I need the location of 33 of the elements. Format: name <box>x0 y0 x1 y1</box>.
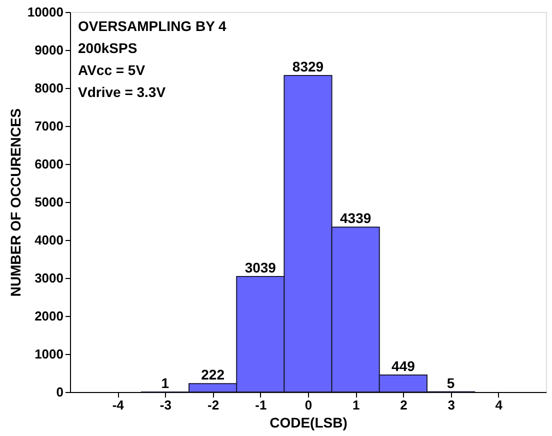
y-tick-label: 9000 <box>34 42 64 58</box>
y-tick-label: 4000 <box>34 232 64 248</box>
data-label: 4339 <box>340 210 372 226</box>
data-label: 449 <box>392 358 416 374</box>
y-tick-label: 3000 <box>34 270 64 286</box>
x-tick-label: -2 <box>208 398 220 412</box>
y-tick-label: 7000 <box>34 118 64 134</box>
annotation: 200kSPS <box>78 40 138 56</box>
x-tick-label: 0 <box>304 398 312 412</box>
x-tick-label: -1 <box>255 398 267 412</box>
data-label: 1 <box>161 374 170 391</box>
y-tick-label: 1000 <box>34 346 64 362</box>
y-tick-label: 0 <box>56 384 64 400</box>
x-tick-label: 2 <box>400 398 408 412</box>
y-tick-label: 6000 <box>34 156 64 172</box>
x-tick-label: -4 <box>112 398 125 412</box>
annotation: OVERSAMPLING BY 4 <box>78 18 227 34</box>
x-tick-label: 1 <box>352 398 360 412</box>
y-tick-label: 10000 <box>27 4 64 20</box>
data-label: 222 <box>201 366 225 383</box>
y-tick-label: 8000 <box>34 80 64 96</box>
y-tick-label: 5000 <box>34 194 64 210</box>
x-axis-title: CODE(LSB) <box>270 414 348 430</box>
data-label: 5 <box>446 374 455 391</box>
x-tick-label: 4 <box>495 398 504 412</box>
data-label: 3039 <box>244 260 276 276</box>
x-tick-label: -3 <box>160 398 172 412</box>
data-label: 8329 <box>292 58 324 74</box>
y-tick-label: 2000 <box>34 308 64 324</box>
annotation: Vdrive = 3.3V <box>78 84 166 100</box>
x-tick-label: 3 <box>448 398 455 412</box>
annotation: AVcc = 5V <box>78 62 146 78</box>
y-axis-title: NUMBER OF OCCURENCES <box>7 108 24 297</box>
